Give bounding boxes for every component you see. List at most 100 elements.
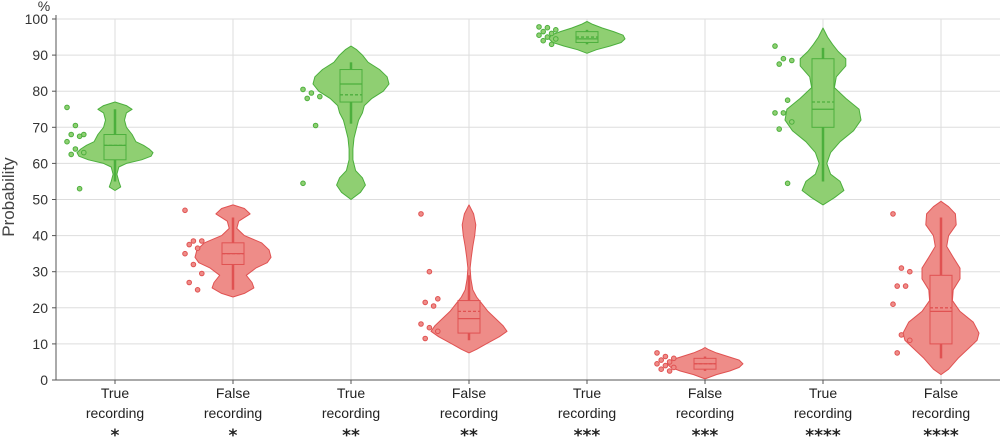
data-point	[548, 30, 555, 37]
violin-group-6	[654, 347, 744, 380]
data-point	[300, 180, 306, 187]
data-point	[553, 27, 559, 33]
data-point	[182, 250, 188, 257]
iqr-box	[929, 274, 953, 345]
iqr-box	[811, 58, 835, 128]
x-category-label: recording	[558, 405, 616, 421]
data-point	[422, 299, 429, 306]
data-point	[662, 362, 669, 369]
violin-group-2	[182, 204, 272, 298]
x-category-label: False	[924, 385, 958, 401]
data-point	[304, 95, 311, 102]
data-point	[776, 126, 783, 132]
data-point	[662, 353, 669, 360]
x-axis-labels: True recording * False recording * True recordi…	[86, 380, 970, 444]
y-tick-label-50: 50	[32, 192, 48, 208]
data-point	[199, 238, 205, 244]
plot-frame	[55, 15, 1000, 381]
data-point	[190, 238, 197, 244]
y-axis-unit-label: %	[38, 0, 50, 14]
data-point	[300, 86, 306, 93]
x-category-label: True	[573, 385, 601, 401]
violin-group-7	[772, 27, 862, 206]
data-point	[190, 261, 197, 268]
y-axis-title: Probability	[0, 157, 18, 237]
x-category-label: recording	[794, 405, 852, 421]
y-tick-label-60: 60	[32, 155, 48, 171]
significance-label: **	[342, 426, 360, 444]
data-point	[418, 321, 424, 327]
y-tick-label-100: 100	[25, 11, 49, 27]
data-point	[430, 303, 437, 309]
iqr-box	[103, 134, 127, 161]
data-point	[186, 279, 192, 286]
data-point	[426, 268, 433, 275]
y-tick-label-70: 70	[32, 119, 48, 135]
x-category-label: recording	[86, 405, 144, 421]
data-point	[658, 357, 665, 363]
x-category-label: False	[452, 385, 486, 401]
y-tick-label-90: 90	[32, 47, 48, 63]
violin-group-5	[536, 21, 626, 54]
data-point	[890, 301, 896, 308]
data-point	[418, 211, 424, 217]
data-point	[902, 283, 909, 289]
data-point	[308, 90, 315, 96]
data-point	[544, 34, 551, 40]
data-point	[784, 180, 791, 187]
data-point	[544, 24, 551, 31]
data-point	[671, 355, 677, 362]
significance-label: ***	[574, 426, 601, 444]
data-point	[894, 283, 901, 289]
data-point	[186, 241, 192, 248]
data-point	[72, 122, 79, 129]
data-point	[64, 104, 70, 111]
data-point	[536, 24, 542, 30]
data-point	[435, 328, 441, 335]
data-point	[666, 368, 673, 374]
data-point	[312, 122, 319, 129]
violin-group-1	[64, 101, 154, 192]
data-point	[898, 332, 905, 338]
data-point	[671, 364, 677, 371]
data-point	[68, 151, 74, 158]
significance-label: ***	[692, 426, 719, 444]
violin-group-8	[890, 200, 980, 376]
x-category-label: True	[101, 385, 129, 401]
data-point	[182, 207, 188, 214]
data-point	[789, 57, 795, 64]
significance-label: *	[229, 426, 238, 444]
data-point	[317, 93, 323, 100]
x-category-label: recording	[676, 405, 734, 421]
y-tick-label-20: 20	[32, 300, 48, 316]
data-point	[548, 41, 555, 48]
significance-label: ****	[805, 426, 841, 444]
data-point	[194, 287, 201, 293]
x-category-label: False	[688, 385, 722, 401]
significance-label: ****	[923, 426, 959, 444]
violin-group-4	[418, 204, 508, 354]
x-category-label: False	[216, 385, 250, 401]
data-point	[890, 211, 896, 217]
data-point	[422, 335, 429, 342]
data-point	[540, 28, 547, 35]
violin-groups	[64, 21, 980, 380]
gridlines	[56, 18, 1000, 381]
y-tick-label-30: 30	[32, 264, 48, 280]
x-category-label: recording	[322, 405, 380, 421]
x-category-label: True	[809, 385, 837, 401]
iqr-box	[457, 300, 481, 334]
y-tick-label-40: 40	[32, 228, 48, 244]
y-tick-label-0: 0	[40, 372, 48, 388]
significance-label: **	[460, 426, 478, 444]
data-point	[536, 32, 542, 39]
data-point	[76, 185, 83, 192]
x-category-label: True	[337, 385, 365, 401]
data-point	[772, 110, 778, 116]
data-point	[426, 324, 433, 331]
significance-label: *	[111, 426, 120, 444]
data-point	[76, 133, 83, 140]
data-point	[540, 37, 547, 44]
y-tick-label-10: 10	[32, 336, 48, 352]
